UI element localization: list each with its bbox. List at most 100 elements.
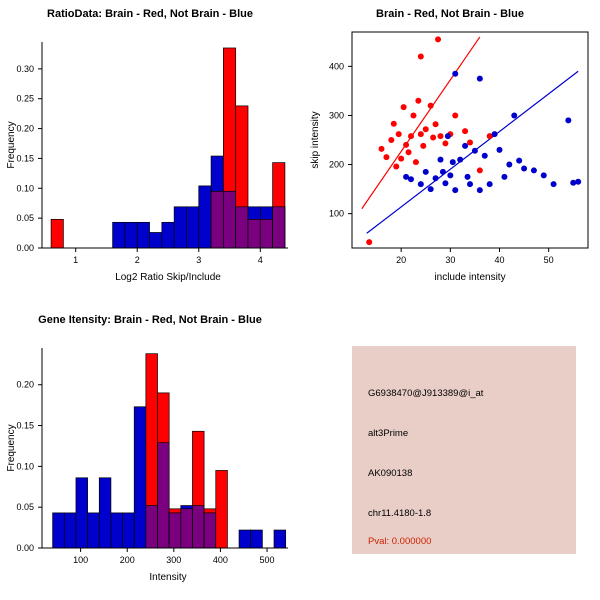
scatter-point <box>467 181 473 188</box>
scatter-point <box>417 131 424 138</box>
bar-overlap <box>145 505 158 549</box>
bar-not-brain <box>98 477 112 549</box>
y-tick-label: 0.00 <box>16 543 34 553</box>
bar-not-brain <box>198 185 212 249</box>
x-tick-label: 200 <box>120 555 135 565</box>
x-tick-label: 4 <box>258 255 263 265</box>
x-tick-label: 3 <box>196 255 201 265</box>
scatter-point <box>452 187 459 194</box>
scatter-point <box>430 134 437 141</box>
scatter-point <box>452 112 459 119</box>
scatter-point <box>521 165 528 172</box>
panel-hist-ratio: RatioData: Brain - Red, Not Brain - Blue… <box>0 0 300 300</box>
bar-not-brain <box>87 512 100 549</box>
scatter-point <box>422 126 429 133</box>
bar-not-brain <box>110 512 123 549</box>
x-tick-label: 1 <box>73 255 78 265</box>
hist-ratio-plot: 1 2 3 4 0.00 0.05 0.10 0.15 0.20 0.25 0.30 Log2 Rat… <box>6 42 288 283</box>
scatter-point <box>481 152 488 159</box>
scatter-plot: 20 30 40 50 100 200 300 400 include intensity ski… <box>310 31 589 283</box>
bar-overlap <box>272 206 286 249</box>
bar-overlap <box>168 512 182 549</box>
scatter-point <box>575 178 582 185</box>
scatter-point <box>511 112 518 119</box>
y-tick-label: 0.05 <box>16 213 34 223</box>
bar-overlap <box>203 512 217 549</box>
bar-overlap <box>180 508 193 549</box>
scatter-point <box>420 142 427 149</box>
info-line-pval: Pval: 0.000000 <box>368 536 432 547</box>
bar-not-brain <box>161 221 175 249</box>
scatter-point <box>501 173 508 180</box>
scatter-point <box>444 133 451 140</box>
bar-overlap <box>259 218 273 249</box>
bar-brain <box>50 218 64 249</box>
hist-intensity-plot: 100 200 300 400 500 0.00 0.05 0.10 0.15 0.20 Inten… <box>6 348 288 583</box>
scatter-point <box>415 97 422 104</box>
bar-overlap <box>247 218 261 249</box>
bar-not-brain <box>133 406 147 549</box>
y-tick-label: 0.00 <box>16 243 34 253</box>
y-tick-label: 0.15 <box>16 153 34 163</box>
scatter-point <box>390 120 397 127</box>
scatter-point <box>403 173 410 180</box>
bar-not-brain <box>136 221 150 249</box>
scatter-point <box>447 172 454 179</box>
scatter-point <box>378 145 385 152</box>
scatter-point <box>457 156 464 163</box>
scatter-point <box>565 117 572 124</box>
hist-ratio-title: RatioData: Brain - Red, Not Brain - Blue <box>47 8 253 20</box>
scatter-point <box>467 139 473 146</box>
panel-info: G6938470@J913389@i_at alt3Prime AK090138… <box>352 346 576 554</box>
scatter-point <box>486 133 493 140</box>
y-tick-label: 0.25 <box>16 94 34 104</box>
scatter-point <box>403 141 410 148</box>
x-tick-label: 100 <box>73 555 88 565</box>
bar-not-brain <box>122 512 135 549</box>
scatter-point <box>437 133 444 140</box>
bar-not-brain <box>52 512 65 549</box>
scatter-point <box>427 102 434 109</box>
scatter-point <box>427 186 434 193</box>
y-tick-label: 0.20 <box>16 124 34 134</box>
scatter-point <box>398 155 405 162</box>
scatter-point <box>395 131 402 138</box>
y-tick-label: 0.30 <box>16 64 34 74</box>
y-tick-label: 0.10 <box>16 461 34 471</box>
scatter-point <box>570 179 577 186</box>
scatter-point <box>405 149 412 156</box>
y-tick-label: 0.05 <box>16 502 34 512</box>
bar-not-brain <box>124 221 138 249</box>
y-tick-label: 200 <box>329 160 344 170</box>
scatter-point <box>408 176 414 183</box>
y-tick-label: 0.15 <box>16 421 34 431</box>
scatter-point <box>400 104 407 111</box>
bar-overlap <box>223 190 237 249</box>
y-tick-label: 100 <box>329 209 344 219</box>
panel-scatter: Brain - Red, Not Brain - Blue 20 30 40 50 10… <box>300 0 600 300</box>
scatter-point <box>530 167 537 174</box>
scatter-point <box>506 161 513 168</box>
scatter-point <box>471 147 478 154</box>
scatter-point <box>408 133 414 140</box>
bar-overlap <box>192 505 205 549</box>
bar-overlap <box>235 206 249 249</box>
x-tick-label: 30 <box>445 255 455 265</box>
y-tick-label: 400 <box>329 61 344 71</box>
info-line-event-type: alt3Prime <box>368 428 409 439</box>
scatter-point <box>462 142 469 149</box>
y-axis-label: skip intensity <box>310 111 321 168</box>
scatter-point <box>486 181 493 188</box>
info-line-probeset: G6938470@J913389@i_at <box>368 388 484 399</box>
scatter-content <box>361 36 582 246</box>
x-tick-label: 400 <box>213 555 228 565</box>
x-axis-label: include intensity <box>434 272 505 283</box>
scatter-point <box>422 168 429 175</box>
y-tick-label: 0.10 <box>16 183 34 193</box>
scatter-point <box>540 172 547 179</box>
scatter-point <box>452 70 459 77</box>
y-tick-label: 300 <box>329 110 344 120</box>
scatter-point <box>442 180 449 187</box>
scatter-point <box>388 137 395 143</box>
scatter-point <box>417 181 424 188</box>
